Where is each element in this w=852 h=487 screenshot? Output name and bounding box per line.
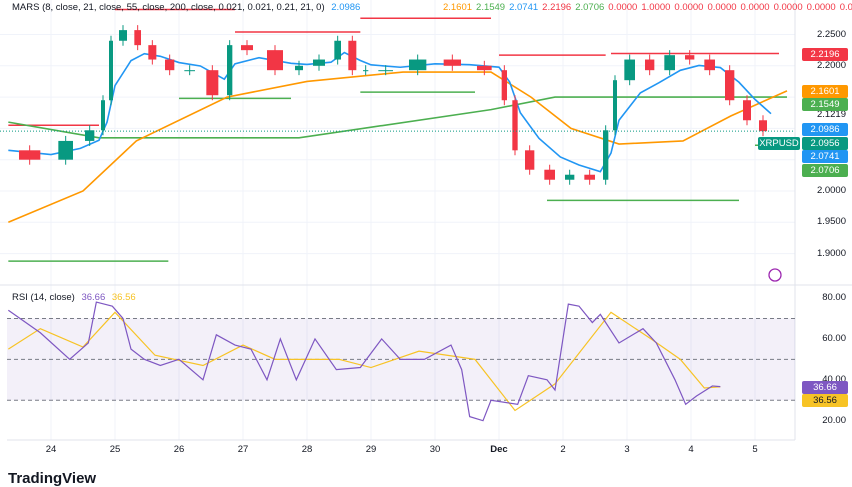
legend-value: 0.0000 <box>608 2 638 13</box>
time-tick: 3 <box>624 444 630 455</box>
candle-body <box>295 65 303 71</box>
candle-body <box>184 70 195 72</box>
ma55-line <box>8 71 788 224</box>
lightning-icon <box>768 268 782 282</box>
legend-value: 1.0000 <box>641 2 671 13</box>
time-tick: 2 <box>560 444 566 455</box>
tradingview-logo[interactable]: TradingView <box>8 470 96 487</box>
rsi-ma-line <box>8 311 721 412</box>
rsi-tick: 60.00 <box>822 332 846 344</box>
ma200-line <box>8 96 787 139</box>
time-tick: 4 <box>688 444 694 455</box>
price-tick: 1.9500 <box>816 216 846 228</box>
candle-body <box>565 174 575 180</box>
candle-body <box>85 130 95 141</box>
ema8-value: 2.0986 <box>331 2 361 13</box>
candle-body <box>759 120 767 132</box>
price-tick: 2.2000 <box>816 59 846 71</box>
price-tag: 2.0741 <box>802 150 848 164</box>
legend-value: 2.2196 <box>542 2 572 13</box>
candle-body <box>409 59 427 71</box>
rsi-tag: 36.56 <box>802 394 848 408</box>
candle-body <box>512 100 518 151</box>
time-tick: 25 <box>109 444 121 455</box>
price-tick: 2.0000 <box>816 185 846 196</box>
candle-body <box>603 130 609 180</box>
price-tick: 2.2500 <box>816 28 846 40</box>
legend-value: 0.0000 <box>806 2 836 13</box>
candle-body <box>206 70 219 96</box>
candle-body <box>148 45 157 60</box>
legend-value: 0.0000 <box>740 2 770 13</box>
rsi-tick: 80.00 <box>822 292 846 303</box>
candle-body <box>19 150 41 160</box>
candle-body <box>645 59 655 71</box>
mars-legend-label: MARS (8, close, 21, close, 55, close, 20… <box>12 2 325 13</box>
time-tick: Dec <box>490 444 508 455</box>
rsi-legend-label: RSI (14, close) <box>12 292 75 303</box>
candle-body <box>725 70 735 101</box>
candle-body <box>134 30 141 46</box>
legend-value: 0.0000 <box>707 2 737 13</box>
candle-body <box>348 40 357 71</box>
legend-value: 2.0741 <box>509 2 539 13</box>
candle-body <box>227 45 233 96</box>
rsi-ma-value: 36.56 <box>111 292 136 303</box>
price-tag: 2.0706 <box>802 163 848 177</box>
candle-body <box>119 30 127 41</box>
price-tag: 2.1549 <box>802 98 848 112</box>
legend-value: 0.0000 <box>773 2 803 13</box>
candle-body <box>58 140 73 160</box>
legend-value: 2.1601 <box>442 2 473 13</box>
time-tick: 30 <box>429 444 441 455</box>
candle-body <box>443 59 461 66</box>
candle-body <box>743 100 751 121</box>
price-tag: 2.2196 <box>802 47 848 61</box>
candle-body <box>501 70 507 101</box>
candle-body <box>363 70 369 72</box>
price-tag: 2.0986 <box>802 123 848 137</box>
candle-body <box>267 50 283 71</box>
price-tick: 2.1219 <box>816 108 846 120</box>
candle-body <box>685 55 695 60</box>
price-tag: 2.0956 <box>802 136 848 150</box>
candle-body <box>624 59 635 81</box>
rsi-value: 36.66 <box>81 292 106 303</box>
mars-legend: MARS (8, close, 21, close, 55, close, 20… <box>12 2 852 13</box>
rsi-tag: 36.66 <box>802 380 848 394</box>
rsi-line <box>7 301 721 422</box>
time-tick: 28 <box>301 444 313 455</box>
symbol-tag: XRPUSD <box>758 136 800 150</box>
price-tag: 2.1601 <box>802 84 848 98</box>
price-tick: 1.9000 <box>816 247 846 259</box>
candle-body <box>334 40 341 60</box>
time-tick: 24 <box>45 444 57 455</box>
time-tick: 27 <box>237 444 249 455</box>
rsi-tick: 40.00 <box>822 373 846 385</box>
candle-body <box>109 40 113 101</box>
legend-value: 0.0000 <box>674 2 704 13</box>
candle-body <box>704 59 715 71</box>
candle-body <box>544 169 555 180</box>
candle-body <box>477 65 492 71</box>
candle-body <box>664 55 675 71</box>
candle-body <box>613 80 617 131</box>
rsi-legend: RSI (14, close) 36.66 36.56 <box>12 292 140 303</box>
time-tick: 29 <box>365 444 377 455</box>
time-tick: 26 <box>173 444 185 455</box>
rsi-tick: 20.00 <box>822 414 846 426</box>
legend-value: 2.1549 <box>476 2 506 13</box>
time-tick: 5 <box>752 444 758 455</box>
candle-body <box>101 100 105 131</box>
logo-text: TradingView <box>8 470 97 487</box>
candle-body <box>313 59 325 66</box>
legend-value: 0.0000... <box>839 2 852 13</box>
candle-body <box>165 59 175 71</box>
candle-body <box>241 45 253 51</box>
candle-body <box>584 174 595 180</box>
legend-value: 2.0706 <box>575 2 605 13</box>
candle-body <box>378 70 393 72</box>
candle-body <box>525 150 535 170</box>
